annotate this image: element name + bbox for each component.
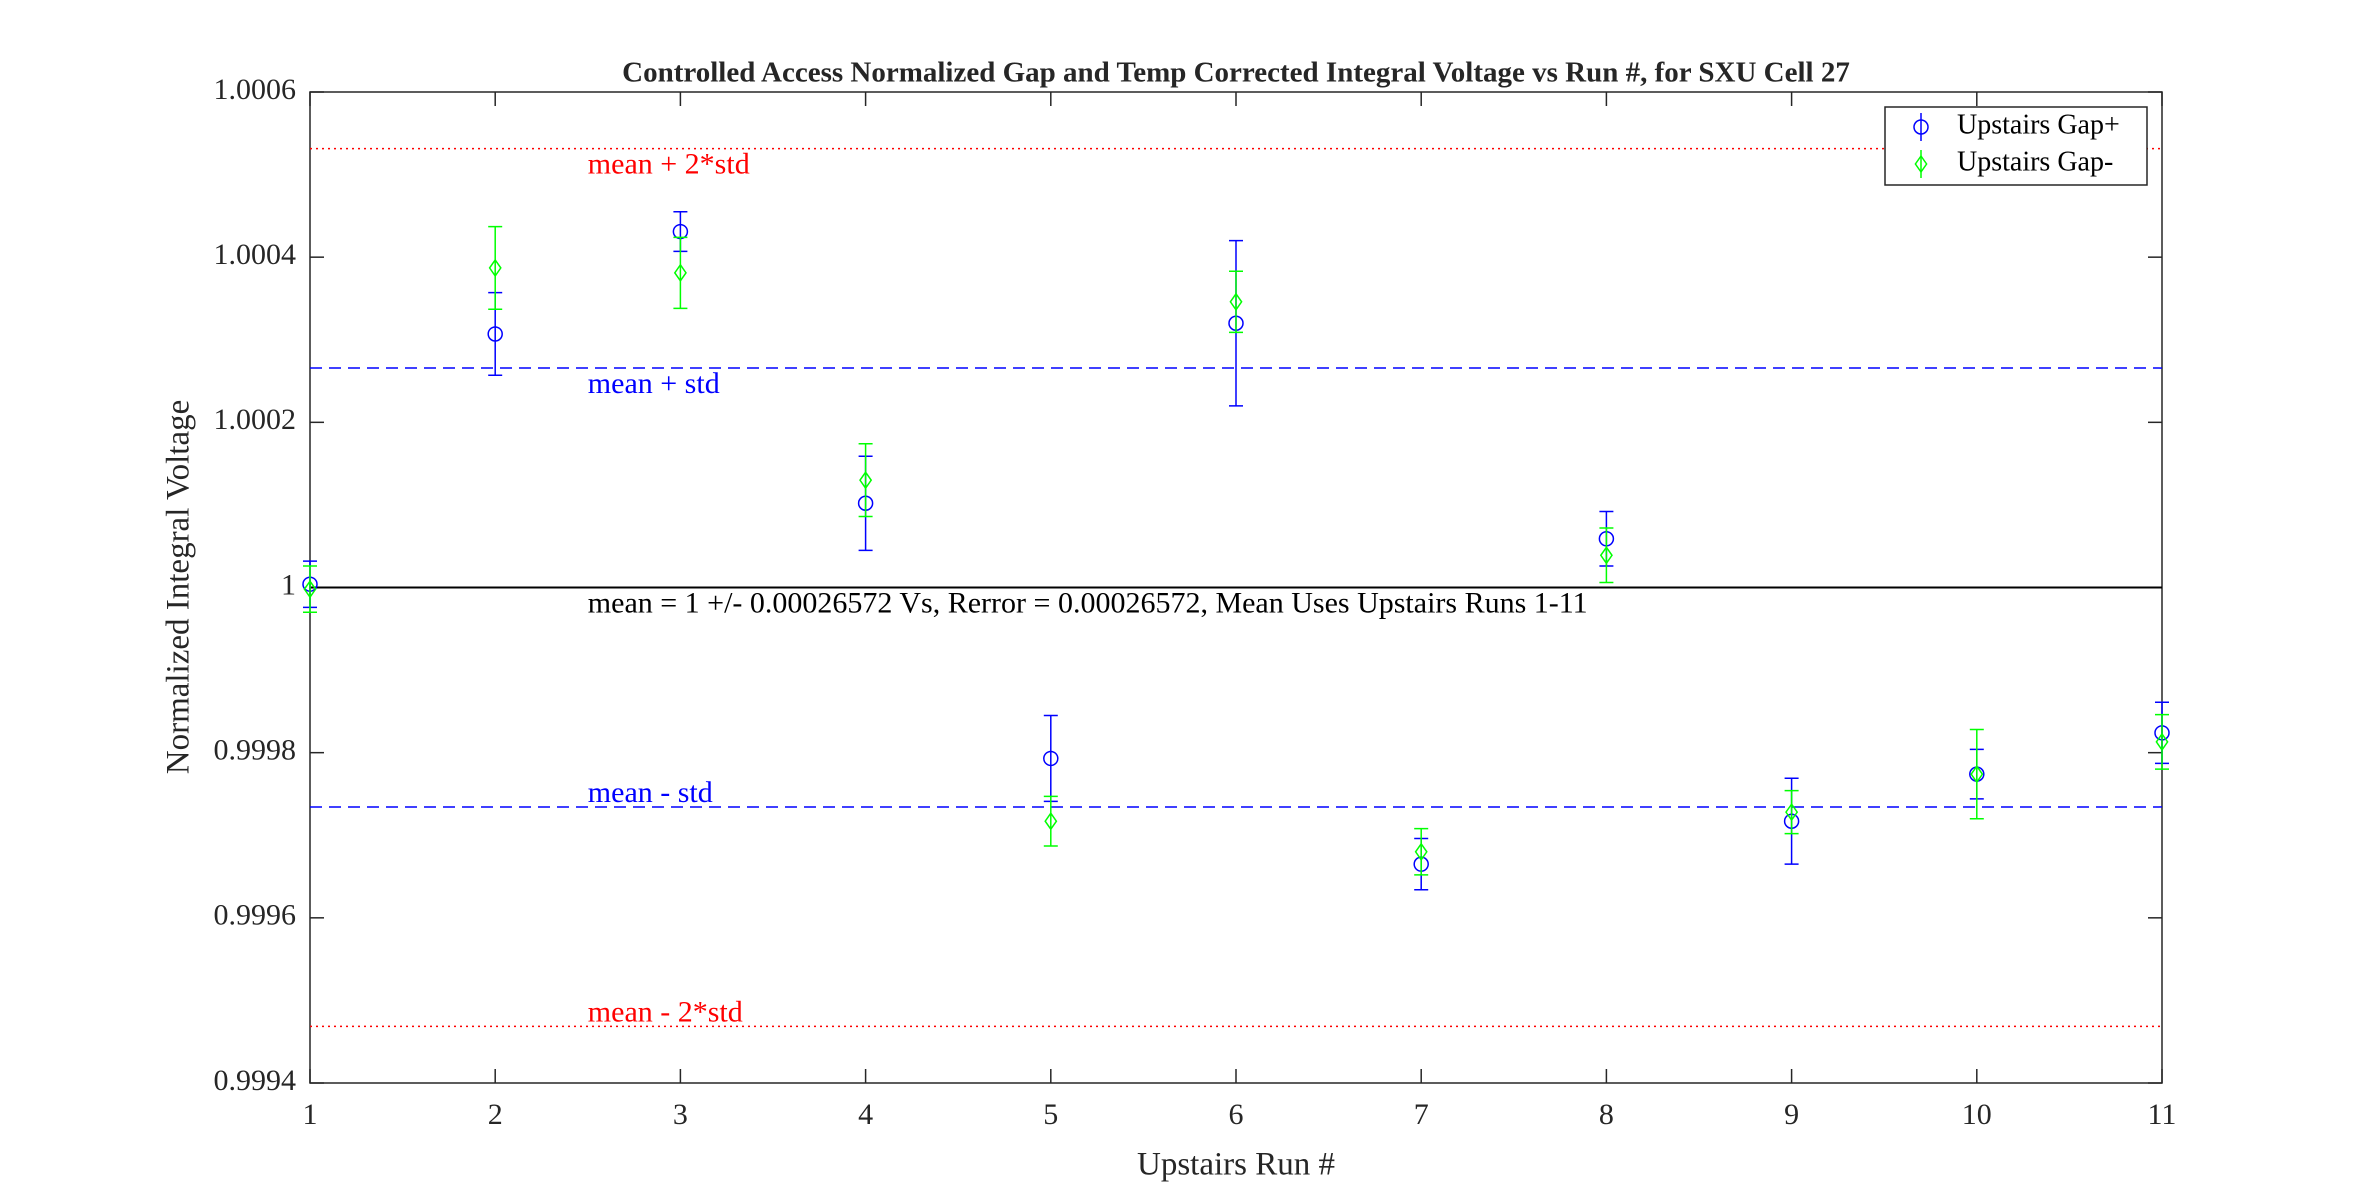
legend-label: Upstairs Gap-	[1957, 146, 2113, 177]
legend-marker	[1913, 119, 1929, 135]
error-bar	[1784, 789, 1799, 835]
legend-marker	[1914, 154, 1928, 174]
x-tick-label: 7	[1414, 1098, 1429, 1131]
reference-label: mean - std	[588, 776, 713, 809]
x-axis-label: Upstairs Run #	[1137, 1147, 1335, 1183]
data-point	[303, 579, 317, 599]
data-point	[2155, 732, 2169, 752]
y-tick-label: 0.9996	[214, 899, 297, 932]
legend-label: Upstairs Gap+	[1957, 109, 2120, 140]
x-tick-label: 4	[858, 1098, 873, 1131]
legend-box	[1884, 106, 2148, 186]
y-tick-label: 1.0002	[214, 403, 297, 436]
reference-label: mean = 1 +/- 0.00026572 Vs, Rerror = 0.0…	[588, 586, 1588, 619]
y-axis-label: Normalized Integral Voltage	[161, 400, 197, 775]
data-point	[1414, 842, 1428, 862]
data-point	[1599, 545, 1613, 565]
data-point	[487, 326, 503, 342]
data-point	[859, 470, 873, 490]
data-point	[1229, 292, 1243, 312]
x-tick-label: 1	[303, 1098, 318, 1131]
x-tick-label: 10	[1962, 1098, 1992, 1131]
reference-label: mean - 2*std	[588, 995, 743, 1028]
error-bar	[1043, 795, 1058, 847]
error-bar	[1969, 728, 1984, 820]
data-point	[488, 258, 502, 278]
y-tick-label: 0.9998	[214, 734, 297, 767]
y-tick-label: 0.9994	[214, 1064, 297, 1097]
data-point	[673, 263, 687, 283]
x-tick-label: 5	[1043, 1098, 1058, 1131]
data-point	[1044, 811, 1058, 831]
reference-label: mean + std	[588, 367, 720, 400]
error-bar	[858, 443, 873, 518]
error-bar	[673, 236, 688, 310]
x-tick-label: 8	[1599, 1098, 1614, 1131]
error-bar	[303, 565, 317, 614]
data-point	[1043, 750, 1059, 767]
error-bar	[1229, 270, 1243, 334]
error-bar	[1414, 827, 1429, 876]
data-point	[1785, 802, 1799, 822]
reference-label: mean + 2*std	[588, 148, 750, 181]
y-tick-label: 1.0006	[214, 73, 297, 106]
error-bar	[2155, 713, 2169, 770]
data-point	[1970, 764, 1984, 784]
error-bar	[1599, 527, 1614, 584]
x-tick-label: 9	[1784, 1098, 1799, 1131]
x-tick-label: 2	[488, 1098, 503, 1131]
y-tick-label: 1	[281, 568, 296, 601]
chart-title: Controlled Access Normalized Gap and Tem…	[622, 57, 1850, 89]
x-tick-label: 6	[1229, 1098, 1244, 1131]
x-tick-label: 11	[2148, 1098, 2177, 1131]
y-tick-label: 1.0004	[214, 238, 297, 271]
error-bar	[488, 225, 503, 310]
x-tick-label: 3	[673, 1098, 688, 1131]
